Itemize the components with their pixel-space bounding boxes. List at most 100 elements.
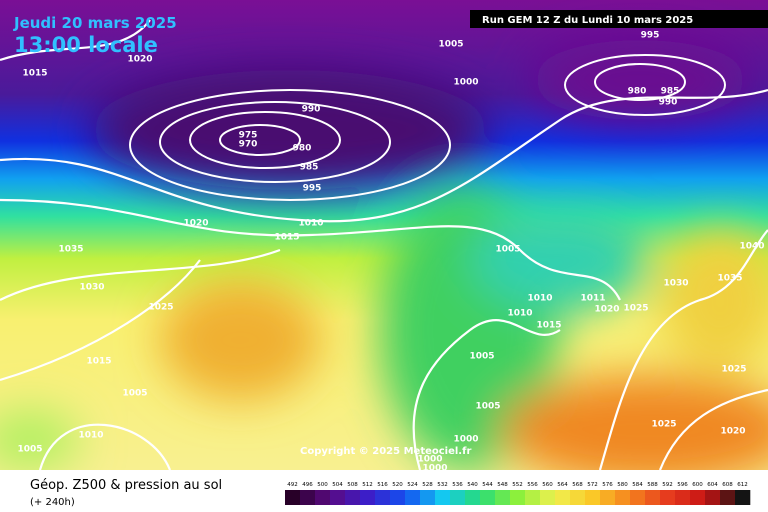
isobar-label: 1020 <box>594 305 619 315</box>
isobar-label: 1005 <box>17 445 42 455</box>
colorbar-label: 588 <box>647 482 658 488</box>
colorbar-label: 492 <box>287 482 298 488</box>
isobar-label: 995 <box>641 31 660 41</box>
colorbar-label: 520 <box>392 482 403 488</box>
isobar-label: 1011 <box>580 294 605 304</box>
isobar-label: 1005 <box>122 389 147 399</box>
colorbar-label: 560 <box>542 482 553 488</box>
colorbar-label: 584 <box>632 482 643 488</box>
colorbar-label: 612 <box>737 482 748 488</box>
isobar-label: 990 <box>302 105 321 115</box>
isobar-label: 970 <box>239 140 258 150</box>
isobar-label: 1010 <box>507 309 532 319</box>
colorbar-cell <box>690 490 706 505</box>
isobar-label: 985 <box>661 87 680 97</box>
colorbar-label: 516 <box>377 482 388 488</box>
colorbar-cell <box>330 490 346 505</box>
colorbar-label: 524 <box>407 482 418 488</box>
colorbar-label: 564 <box>557 482 568 488</box>
isobar-label: 1005 <box>475 402 500 412</box>
date: Jeudi 20 mars 2025 <box>13 14 177 32</box>
isobar-label: 1030 <box>663 279 688 289</box>
colorbar-label: 556 <box>527 482 538 488</box>
colorbar-cell <box>675 490 691 505</box>
colorbar-label: 604 <box>707 482 718 488</box>
legend-subtitle: (+ 240h) <box>30 497 75 508</box>
isobar-label: 1040 <box>739 242 764 252</box>
colorbar-cell <box>495 490 511 505</box>
colorbar-label: 552 <box>512 482 523 488</box>
isobar-label: 1020 <box>720 427 745 437</box>
colorbar-label: 496 <box>302 482 313 488</box>
isobars <box>0 19 768 471</box>
colorbar-label: 592 <box>662 482 673 488</box>
colorbar-cell <box>420 490 436 505</box>
colorbar-label: 576 <box>602 482 613 488</box>
colorbar-cell <box>630 490 646 505</box>
colorbar-cell <box>615 490 631 505</box>
isobar-label: 1005 <box>438 40 463 50</box>
colorbar-cell <box>600 490 616 505</box>
isobar-label: 1005 <box>495 245 520 255</box>
isobar-label: 1015 <box>536 321 561 331</box>
isobar-label: 1010 <box>527 294 552 304</box>
colorbar-cell <box>705 490 721 505</box>
run-box <box>470 10 768 28</box>
colorbar-label: 504 <box>332 482 343 488</box>
colorbar-label: 568 <box>572 482 583 488</box>
colorbar-label: 572 <box>587 482 598 488</box>
colorbar-cell <box>735 490 751 505</box>
header: Jeudi 20 mars 2025 13:00 locale Run GEM … <box>13 10 768 57</box>
isobar-label: 1020 <box>183 219 208 229</box>
colorbar-cell <box>435 490 451 505</box>
run-info: Run GEM 12 Z du Lundi 10 mars 2025 <box>482 15 693 26</box>
colorbar-label: 540 <box>467 482 478 488</box>
copyright: Copyright © 2025 Meteociel.fr <box>300 446 471 457</box>
isobar-label: 1010 <box>298 219 323 229</box>
colorbar-cell <box>645 490 661 505</box>
colorbar-cell <box>375 490 391 505</box>
isobar-label: 1015 <box>86 357 111 367</box>
colorbar-cell <box>480 490 496 505</box>
colorbar-label: 500 <box>317 482 328 488</box>
isobar-label: 980 <box>293 144 312 154</box>
colorbar-cell <box>360 490 376 505</box>
colorbar-cell <box>390 490 406 505</box>
colorbar-cell <box>555 490 571 505</box>
colorbar-label: 508 <box>347 482 358 488</box>
isobar-label: 1025 <box>623 304 648 314</box>
colorbar-cell <box>720 490 736 505</box>
isobar-label: 1000 <box>417 455 442 465</box>
colorbar-cell <box>510 490 526 505</box>
isobar-label: 1020 <box>127 55 152 65</box>
colorbar-cell <box>540 490 556 505</box>
isobar-label: 1010 <box>78 431 103 441</box>
isobar-label: 1015 <box>274 233 299 243</box>
isobar-label: 990 <box>659 98 678 108</box>
isobar-label: 980 <box>628 87 647 97</box>
isobar-label: 1000 <box>422 464 447 474</box>
colorbar-label: 600 <box>692 482 703 488</box>
colorbar-cell <box>585 490 601 505</box>
colorbar-cell <box>660 490 676 505</box>
isobar-label: 1025 <box>148 303 173 313</box>
colorbar: 492 496 500 504 508 512 516 520 524 528 532 536 540 5… <box>285 482 751 505</box>
time: 13:00 locale <box>14 33 158 57</box>
isobar-label: 1035 <box>58 245 83 255</box>
colorbar-cell <box>315 490 331 505</box>
isobar-label: 1025 <box>721 365 746 375</box>
colorbar-label: 532 <box>437 482 448 488</box>
colorbar-cell <box>525 490 541 505</box>
isobar-label: 1025 <box>651 420 676 430</box>
colorbar-label: 528 <box>422 482 433 488</box>
colorbar-label: 608 <box>722 482 733 488</box>
isobar-label: 1030 <box>79 283 104 293</box>
colorbar-cell <box>285 490 301 505</box>
colorbar-cell <box>345 490 361 505</box>
colorbar-cell <box>300 490 316 505</box>
colorbar-cell <box>465 490 481 505</box>
isobar-label: 1015 <box>22 69 47 79</box>
colorbar-label: 580 <box>617 482 628 488</box>
colorbar-label: 548 <box>497 482 508 488</box>
